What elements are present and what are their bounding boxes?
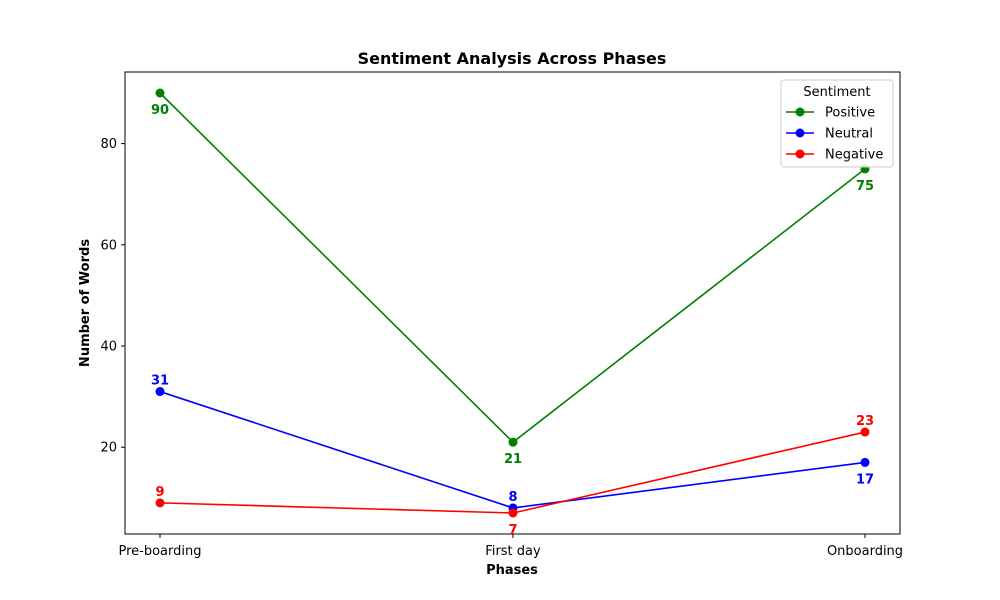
data-label-positive: 75 bbox=[856, 179, 874, 194]
y-tick-label: 60 bbox=[100, 238, 117, 253]
series-negative: 9 7 23 bbox=[155, 414, 874, 538]
series-layer: 90 21 75 31 8 17 9 7 23 bbox=[151, 88, 874, 538]
series-line-positive bbox=[159, 92, 866, 444]
x-tick-label: First day bbox=[485, 544, 541, 559]
chart-title: Sentiment Analysis Across Phases bbox=[358, 49, 667, 68]
x-axis: Pre-boarding First day Onboarding bbox=[118, 534, 903, 559]
data-label-positive: 21 bbox=[504, 452, 522, 467]
data-point-neutral bbox=[860, 457, 870, 467]
data-label-negative: 23 bbox=[856, 414, 874, 429]
y-tick-label: 80 bbox=[100, 137, 117, 152]
y-axis: 20 40 60 80 bbox=[100, 137, 125, 456]
x-tick-label: Onboarding bbox=[827, 544, 903, 559]
legend-entry-negative: Negative bbox=[786, 148, 883, 163]
data-point-positive bbox=[155, 88, 165, 98]
legend-box bbox=[780, 79, 894, 168]
legend-label: Neutral bbox=[825, 127, 873, 142]
series-neutral: 31 8 17 bbox=[151, 374, 874, 513]
data-point-negative bbox=[155, 498, 165, 508]
legend: Sentiment Positive Neutral Negative bbox=[780, 79, 894, 168]
data-point-negative bbox=[860, 427, 870, 437]
data-label-neutral: 8 bbox=[508, 490, 517, 505]
data-point-neutral bbox=[155, 387, 165, 397]
legend-swatch-marker bbox=[795, 149, 805, 159]
x-axis-label: Phases bbox=[486, 563, 538, 578]
x-tick-label: Pre-boarding bbox=[118, 544, 201, 559]
series-positive: 90 21 75 bbox=[151, 88, 874, 467]
y-axis-label: Number of Words bbox=[78, 239, 93, 367]
data-point-negative bbox=[508, 508, 518, 518]
legend-title: Sentiment bbox=[803, 85, 870, 100]
data-point-positive bbox=[508, 437, 518, 447]
legend-entry-neutral: Neutral bbox=[786, 127, 873, 142]
data-label-negative: 7 bbox=[508, 523, 517, 538]
legend-label: Positive bbox=[825, 106, 875, 121]
y-tick-label: 40 bbox=[100, 340, 117, 355]
data-label-positive: 90 bbox=[151, 103, 169, 118]
legend-swatch-marker bbox=[795, 107, 805, 117]
legend-entry-positive: Positive bbox=[786, 106, 875, 121]
y-tick-label: 20 bbox=[100, 441, 117, 456]
legend-label: Negative bbox=[825, 148, 883, 163]
data-label-neutral: 17 bbox=[856, 472, 874, 487]
data-label-neutral: 31 bbox=[151, 374, 169, 389]
data-label-negative: 9 bbox=[155, 485, 164, 500]
legend-swatch-marker bbox=[795, 128, 805, 138]
